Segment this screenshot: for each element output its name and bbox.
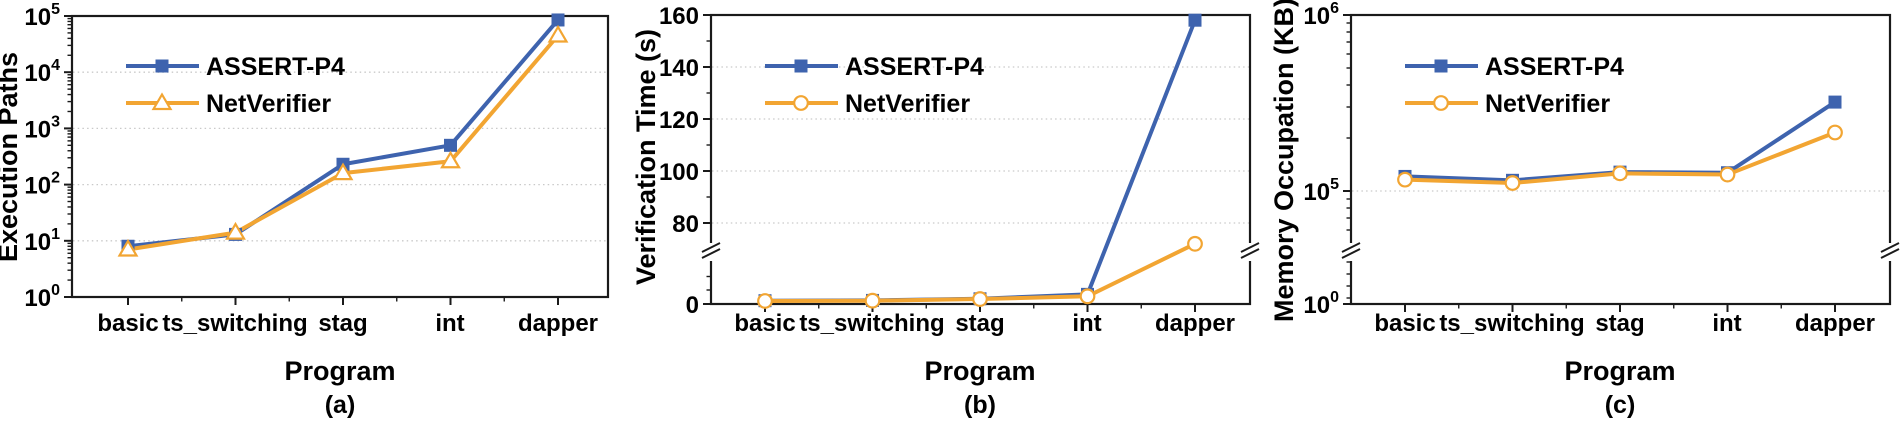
series-netverifier-triangle-marker [332, 162, 354, 181]
chart-c-xtick-basic: basic [1374, 310, 1435, 337]
chart-b-xtick-stag: stag [955, 310, 1004, 337]
y-tick-label: 104 [24, 57, 60, 87]
legend-assert-p4-square-marker [155, 59, 169, 73]
axis-break-slash [1341, 242, 1361, 253]
series-netverifier-triangle-marker [117, 238, 139, 257]
chart-b-caption: (b) [964, 391, 996, 419]
series-netverifier-triangle-marker [225, 221, 246, 240]
series-assert-p4-square-marker [551, 13, 565, 27]
y-tick-label: 0 [686, 292, 699, 319]
axis-break-slash [701, 248, 721, 259]
y-tick-label: 100 [24, 282, 60, 312]
chart-c-plot-layer: 100 105 106 [1303, 0, 1900, 319]
chart-b-xtick-int: int [1072, 310, 1101, 337]
axis-break-slash [701, 242, 721, 253]
series-netverifier-circle-marker [1612, 165, 1628, 182]
series-netverifier-circle-marker [1397, 171, 1413, 188]
chart-a-y-axis-title: Execution Paths [0, 52, 23, 262]
axis-break-slash [1880, 248, 1900, 259]
chart-a-plot-layer: 100 101 102 103 104 105 [24, 1, 610, 312]
series-netverifier-triangle-marker [440, 150, 461, 169]
axis-break-gap [1883, 243, 1897, 261]
y-tick-label: 120 [659, 107, 699, 134]
series-netverifier-circle-marker [1719, 166, 1736, 183]
axis-frame [70, 14, 610, 299]
series-netverifier-circle-marker [864, 292, 881, 309]
chart-b-xtick-dapper: dapper [1155, 310, 1235, 337]
chart-b-legend-label-netverifier: NetVerifier [845, 90, 970, 118]
series-netverifier-circle-marker [1079, 288, 1096, 305]
axis-break-slash [1341, 248, 1361, 259]
series-netverifier-triangle-marker [547, 24, 569, 43]
series-netverifier-circle-marker [972, 291, 988, 307]
y-tick-label: 160 [659, 3, 699, 30]
chart-c-xtick-int: int [1712, 310, 1741, 337]
chart-a-legend-label-assert-p4: ASSERT-P4 [206, 53, 345, 81]
series-assert-p4-square-marker [1828, 95, 1842, 109]
chart-b-xtick-ts-switching: ts_switching [799, 310, 944, 337]
series-netverifier-circle-marker [757, 293, 773, 309]
chart-a-caption: (a) [325, 391, 356, 419]
series-netverifier-circle-marker [1827, 124, 1843, 141]
y-tick-label: 101 [24, 226, 60, 256]
axis-break-slash [1240, 242, 1260, 253]
chart-a-xtick-basic: basic [97, 310, 158, 337]
chart-c-xtick-stag: stag [1595, 310, 1644, 337]
chart-c-legend-label-assert-p4: ASSERT-P4 [1485, 53, 1624, 81]
series-netverifier-circle-marker [1187, 235, 1203, 252]
y-tick-label: 100 [659, 159, 699, 186]
series-netverifier-circle-marker [1504, 175, 1521, 191]
chart-a-xtick-int: int [435, 310, 464, 337]
chart-c-y-axis-title: Memory Occupation (KB) [1269, 0, 1299, 322]
chart-c-xtick-dapper: dapper [1795, 310, 1875, 337]
y-tick-label: 80 [672, 211, 699, 238]
chart-a-xtick-stag: stag [318, 310, 367, 337]
chart-a-xtick-dapper: dapper [518, 310, 598, 337]
y-tick-label: 106 [1303, 0, 1339, 30]
y-tick-label: 105 [1303, 176, 1339, 206]
series-assert-p4-square-marker [1188, 13, 1202, 27]
axis-break-gap [1243, 243, 1257, 261]
y-tick-label: 102 [24, 170, 60, 200]
chart-b-x-axis-title: Program [924, 356, 1035, 386]
axis-break-gap [704, 243, 718, 261]
chart-a-x-axis-title: Program [284, 356, 395, 386]
legend-netverifier-triangle-marker [151, 92, 173, 111]
chart-c-x-axis-title: Program [1564, 356, 1675, 386]
chart-b-plot-layer: 0 80 100 120 140 160 [659, 3, 1260, 319]
legend-netverifier-circle-marker [1433, 95, 1449, 111]
series-assert-p4-square-marker [444, 138, 457, 152]
chart-c-legend-label-netverifier: NetVerifier [1485, 90, 1610, 118]
y-tick-label: 100 [1303, 289, 1339, 319]
y-tick-label: 140 [659, 55, 699, 82]
chart-b-y-axis-title: Verification Time (s) [631, 29, 661, 285]
chart-c-caption: (c) [1605, 391, 1636, 419]
axis-break-slash [1240, 248, 1260, 259]
axis-break-slash [1880, 242, 1900, 253]
legend-netverifier-circle-marker [793, 95, 809, 111]
chart-a-xtick-ts-switching: ts_switching [162, 310, 307, 337]
chart-a: 100 101 102 103 104 105 Execution Paths basic… [0, 1, 610, 419]
legend-assert-p4-square-marker [794, 59, 808, 73]
legend-assert-p4-square-marker [1434, 59, 1448, 73]
y-tick-label: 105 [24, 1, 60, 31]
axis-break-gap [1344, 243, 1358, 261]
chart-b-legend-label-assert-p4: ASSERT-P4 [845, 53, 984, 81]
chart-b: 0 80 100 120 140 160 Verification Time (s) ba… [631, 3, 1260, 419]
chart-c-xtick-ts-switching: ts_switching [1439, 310, 1584, 337]
chart-b-xtick-basic: basic [734, 310, 795, 337]
chart-a-legend-label-netverifier: NetVerifier [206, 90, 331, 118]
chart-c: 100 105 106 Memory Occupation (KB) basic t… [1269, 0, 1900, 419]
y-tick-label: 103 [24, 113, 60, 143]
